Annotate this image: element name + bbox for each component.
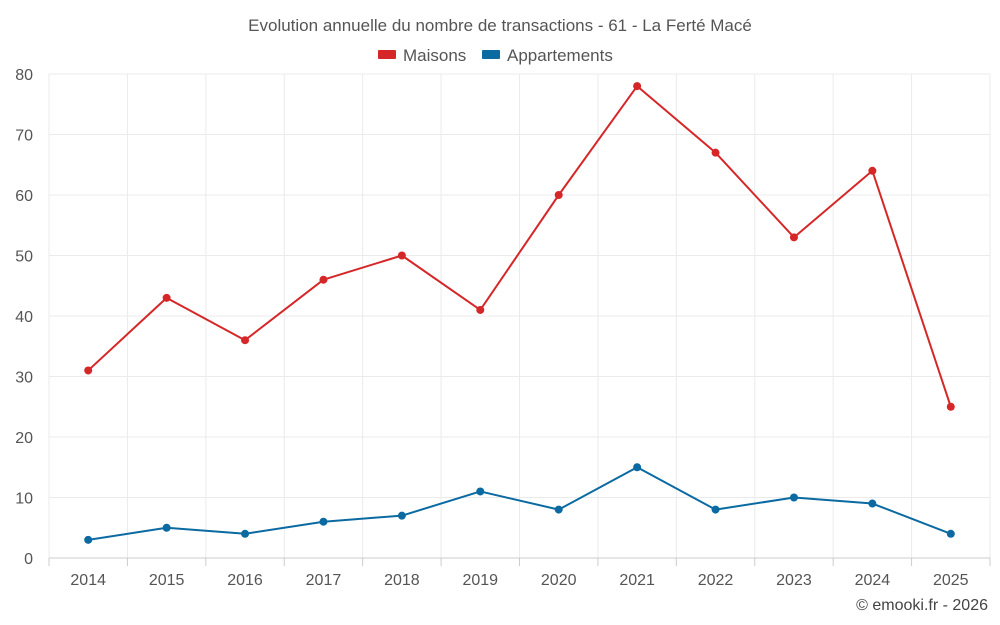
legend-label-appartements: Appartements — [507, 46, 613, 65]
y-tick-label: 30 — [15, 370, 33, 387]
data-point-maisons[interactable] — [789, 233, 798, 242]
x-tick-label: 2021 — [619, 572, 655, 589]
x-tick-label: 2018 — [384, 572, 420, 589]
y-tick-label: 80 — [15, 67, 33, 84]
series-line-appartements — [88, 466, 952, 541]
x-tick-label: 2015 — [149, 572, 185, 589]
x-tick-label: 2020 — [541, 572, 577, 589]
data-point-maisons[interactable] — [476, 305, 485, 314]
axes: 0 10 20 30 40 50 60 70 80 2014 2015 2016 2017 2018 201… — [15, 67, 991, 589]
legend-label-maisons: Maisons — [403, 46, 466, 65]
y-tick-label: 20 — [15, 430, 33, 447]
y-tick-label: 40 — [15, 309, 33, 326]
data-point-appartements[interactable] — [241, 529, 250, 538]
x-tick-label: 2017 — [306, 572, 342, 589]
legend: Maisons Appartements — [378, 46, 613, 65]
legend-item-maisons[interactable]: Maisons — [378, 46, 466, 65]
chart-title: Evolution annuelle du nombre de transact… — [248, 16, 752, 35]
data-point-appartements[interactable] — [397, 511, 406, 520]
grid — [48, 73, 991, 558]
x-tick-label: 2022 — [698, 572, 734, 589]
data-point-maisons[interactable] — [711, 148, 720, 157]
series-appartements — [84, 463, 955, 544]
data-point-maisons[interactable] — [319, 275, 328, 284]
data-point-maisons[interactable] — [554, 191, 563, 199]
x-tick-label: 2014 — [70, 572, 106, 589]
data-point-maisons[interactable] — [162, 293, 171, 302]
data-point-maisons[interactable] — [633, 82, 642, 91]
x-tick-label: 2023 — [776, 572, 812, 589]
credit-text: © emooki.fr - 2026 — [856, 597, 988, 614]
data-point-appartements[interactable] — [633, 463, 642, 472]
data-point-appartements[interactable] — [476, 487, 485, 496]
y-tick-label: 70 — [15, 128, 33, 145]
x-tick-label: 2024 — [855, 572, 891, 589]
data-point-appartements[interactable] — [789, 493, 798, 502]
series — [84, 82, 955, 544]
legend-swatch-maisons — [378, 50, 396, 59]
data-point-maisons[interactable] — [868, 166, 877, 175]
series-maisons — [84, 82, 955, 411]
data-point-appartements[interactable] — [711, 505, 720, 514]
data-point-appartements[interactable] — [319, 517, 328, 526]
data-point-appartements[interactable] — [84, 535, 93, 544]
legend-swatch-appartements — [482, 50, 500, 59]
data-point-appartements[interactable] — [868, 499, 877, 508]
x-tick-label: 2025 — [933, 572, 969, 589]
data-point-appartements[interactable] — [162, 523, 171, 532]
data-point-maisons[interactable] — [397, 251, 406, 260]
x-tick-label: 2016 — [227, 572, 263, 589]
legend-item-appartements[interactable]: Appartements — [482, 46, 613, 65]
y-tick-label: 10 — [15, 491, 33, 508]
data-point-maisons[interactable] — [241, 336, 250, 345]
data-point-appartements[interactable] — [554, 505, 563, 514]
data-point-maisons[interactable] — [946, 402, 955, 411]
data-point-appartements[interactable] — [946, 529, 955, 538]
y-tick-label: 60 — [15, 188, 33, 205]
data-point-maisons[interactable] — [84, 366, 93, 375]
y-tick-label: 50 — [15, 249, 33, 266]
x-tick-label: 2019 — [462, 572, 498, 589]
y-tick-label: 0 — [24, 551, 33, 568]
series-line-maisons — [87, 85, 952, 408]
